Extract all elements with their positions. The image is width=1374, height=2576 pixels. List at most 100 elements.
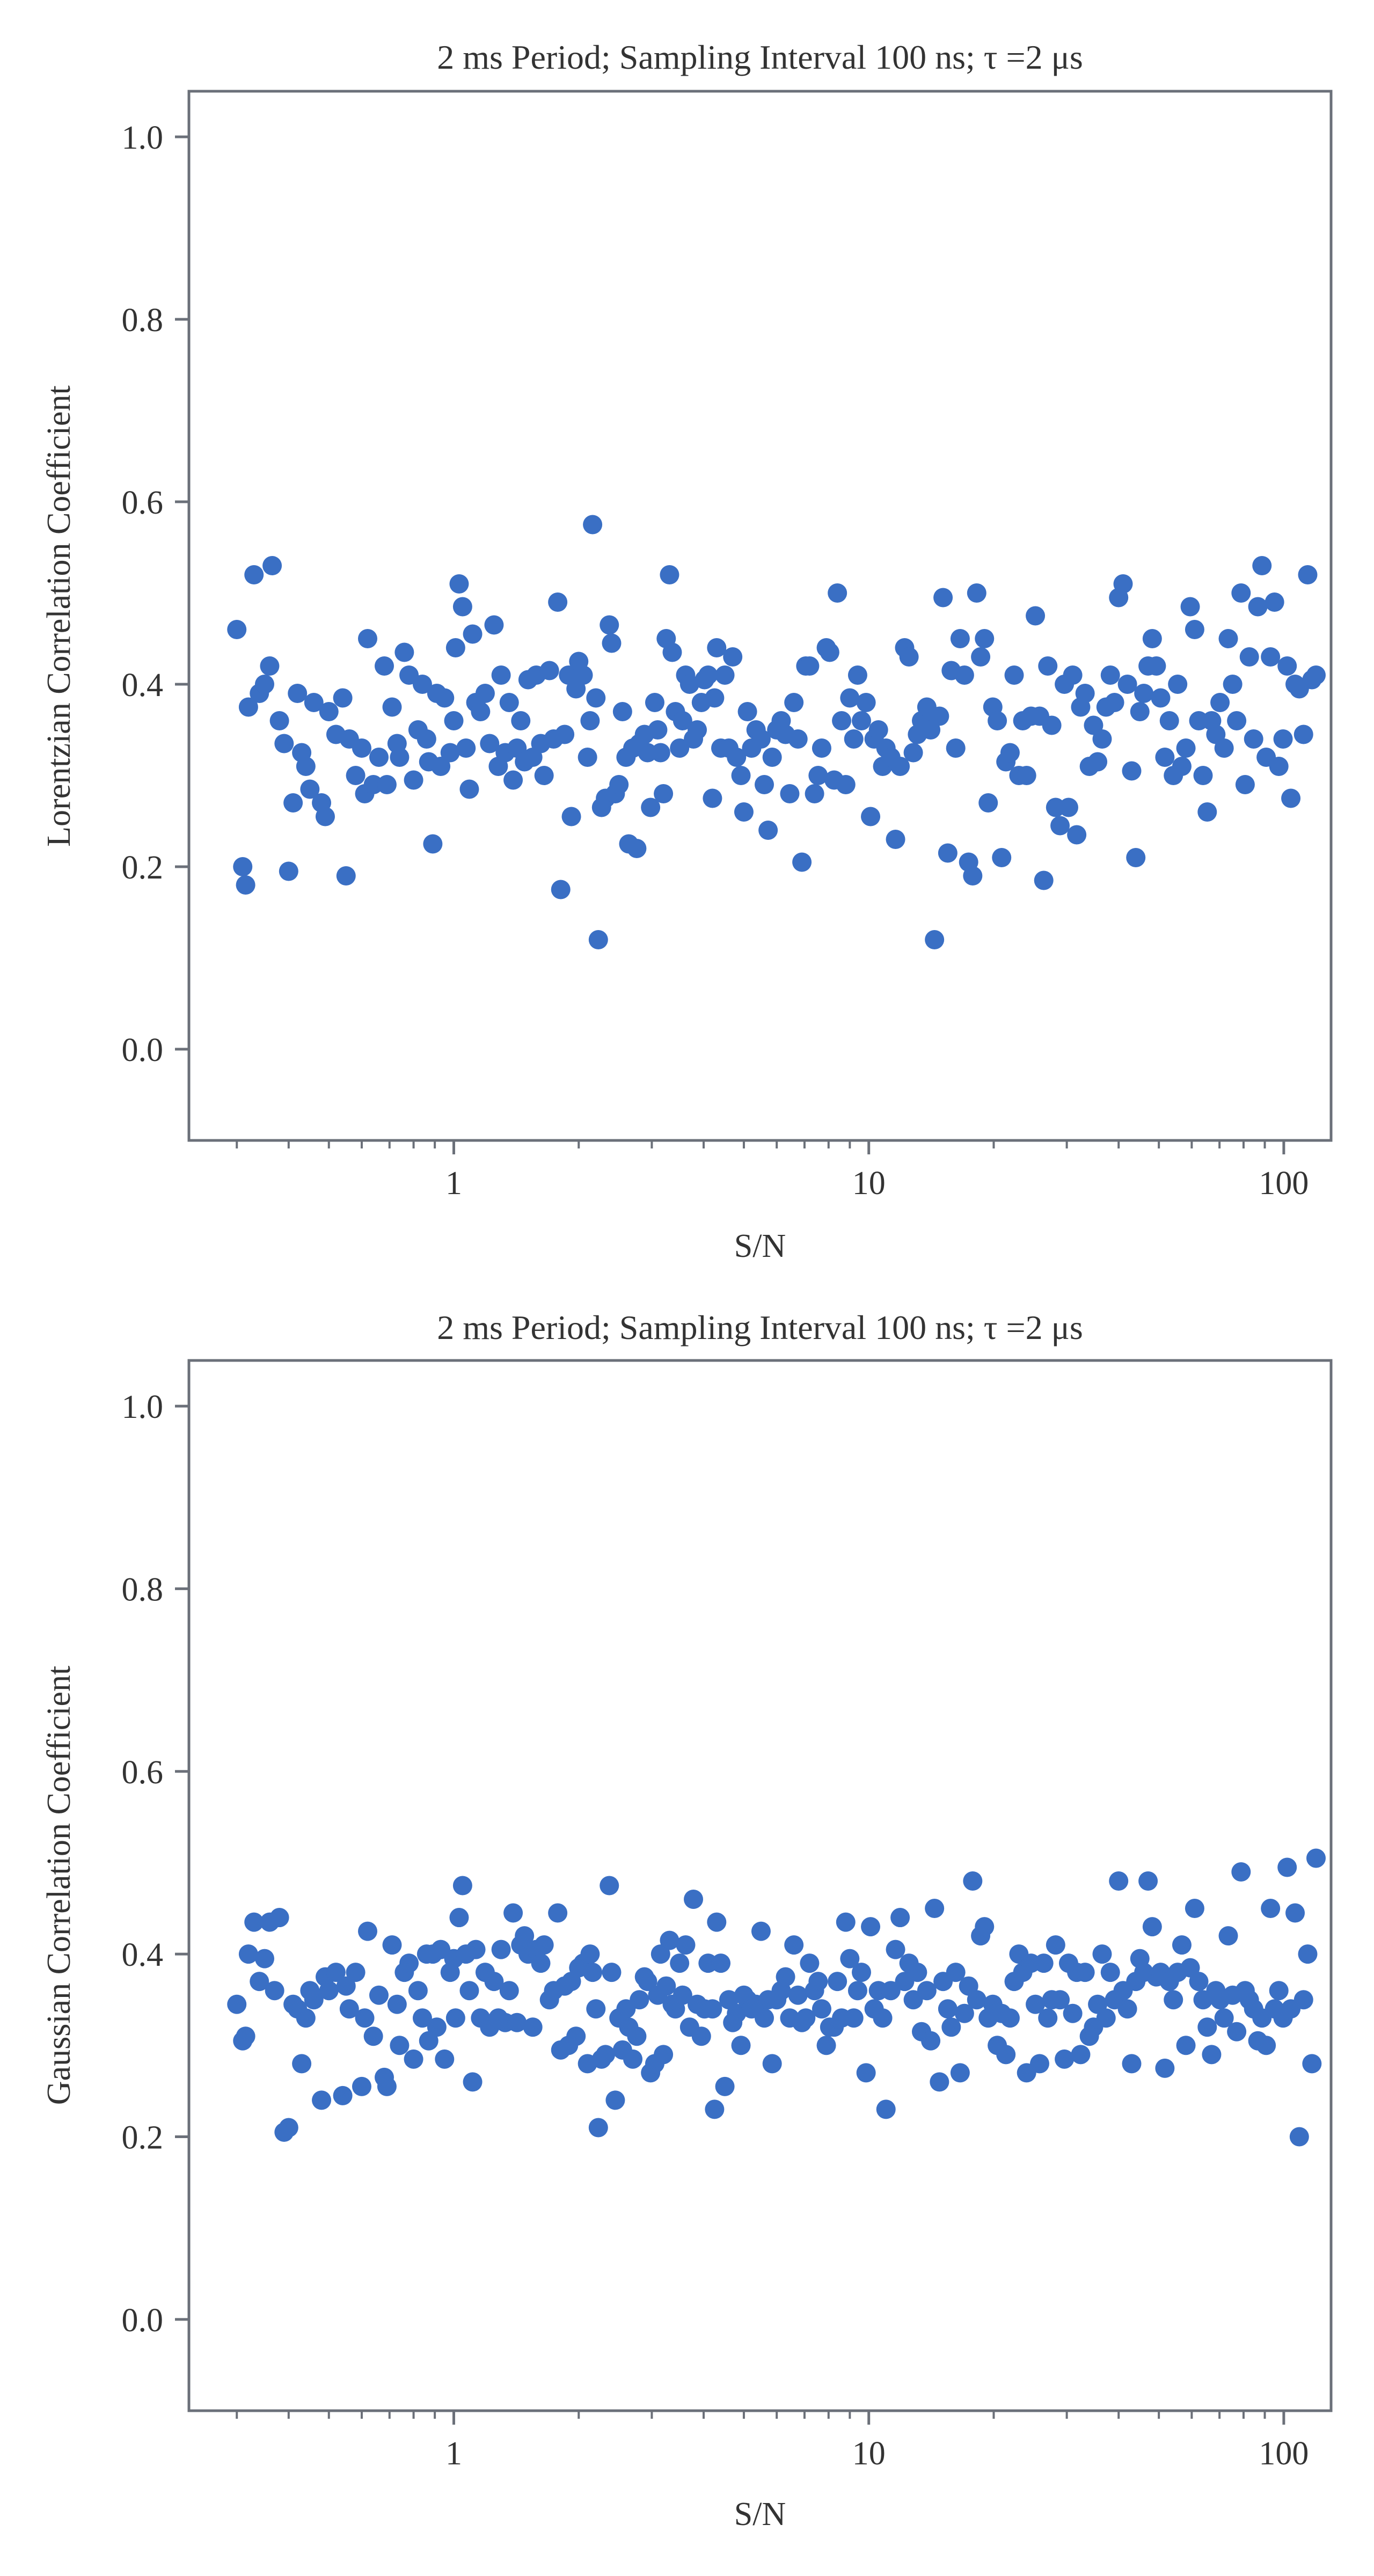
data-point [1092,1944,1112,1964]
data-point [731,766,751,785]
data-point [703,788,722,808]
data-point [917,1981,937,2001]
data-point [1026,606,1046,626]
data-point [938,843,958,863]
data-point [244,565,264,584]
data-point [1176,2036,1196,2055]
data-point [780,784,800,803]
data-point [399,1953,419,1973]
data-point [967,583,986,603]
data-point [531,1953,551,1973]
data-point [921,720,941,740]
data-point [283,793,303,813]
y-axis-ticks: 0.0 0.2 0.4 0.6 0.8 1.0 [122,1389,189,2339]
data-point [630,1990,649,2010]
data-point [828,1972,847,1992]
data-point [627,839,647,858]
data-point [705,688,725,708]
data-point [651,1944,670,1964]
data-point [357,629,377,648]
data-point [336,1976,356,1996]
data-point [1034,870,1054,890]
data-point [963,1871,983,1891]
gaussian-scatter-panel: 2 ms Period; Sampling Interval 100 ns; τ… [41,1308,1333,2533]
data-point [840,688,860,708]
data-point [250,1972,269,1992]
x-axis-ticks: 1 10 100 [236,1140,1309,1202]
data-point [1269,757,1289,776]
data-point [292,2054,312,2074]
data-point [1026,1994,1046,2014]
data-point [654,2045,674,2065]
data-point [641,797,661,817]
data-point [1113,574,1133,594]
data-point [1281,788,1301,808]
data-point [1285,1903,1305,1923]
data-point [1231,1862,1251,1882]
data-point [296,2008,316,2028]
data-point [776,1967,795,1987]
data-point [336,866,356,885]
data-point [886,830,905,849]
scatter-points [227,515,1326,949]
data-point [499,1981,519,2001]
data-point [832,711,852,730]
data-point [1142,1917,1162,1937]
data-point [449,574,469,594]
data-point [1067,825,1087,845]
data-point [484,615,504,635]
x-axis-ticks: 1 10 100 [236,2411,1309,2472]
data-point [1146,656,1166,676]
data-point [1088,752,1108,772]
data-point [705,2099,725,2119]
data-point [444,711,464,730]
data-point [755,2008,774,2028]
data-point [816,2036,836,2055]
data-point [1130,702,1150,721]
data-point [333,688,353,708]
data-point [784,693,804,712]
data-point [847,665,867,685]
data-point [452,1876,472,1896]
data-point [1265,592,1284,612]
data-point [861,807,881,826]
data-point [390,748,410,767]
data-point [1239,647,1259,667]
data-point [890,757,910,776]
data-point [1126,848,1146,867]
data-point [673,1985,692,2005]
data-point [930,706,949,726]
data-point [416,729,436,749]
data-point [925,930,945,949]
data-point [260,656,280,676]
data-point [903,743,923,763]
data-point [1075,684,1095,703]
data-point [856,693,876,712]
data-point [580,711,600,730]
data-point [788,729,808,749]
data-point [1109,1871,1129,1891]
data-point [1029,2054,1049,2074]
x-tick-label: 10 [852,1165,886,1202]
data-point [588,930,608,949]
data-point [602,1963,622,1982]
data-point [800,1953,820,1973]
data-point [755,775,774,794]
data-point [254,1949,274,1968]
y-tick-label: 0.0 [122,1032,164,1069]
data-point [1231,583,1251,603]
data-point [881,1981,901,2001]
data-point [566,2026,586,2046]
data-point [691,2026,711,2046]
data-point [412,675,432,694]
data-point [967,1990,986,2010]
data-point [435,688,455,708]
data-point [586,1999,606,2019]
data-point [812,1999,831,2019]
lorentzian-scatter-panel: 2 ms Period; Sampling Interval 100 ns; τ… [41,38,1333,1264]
data-point [734,802,754,822]
data-point [1189,1972,1209,1992]
x-tick-label: 1 [445,1165,462,1202]
x-axis-label: S/N [734,2496,786,2533]
data-point [1306,1848,1326,1868]
